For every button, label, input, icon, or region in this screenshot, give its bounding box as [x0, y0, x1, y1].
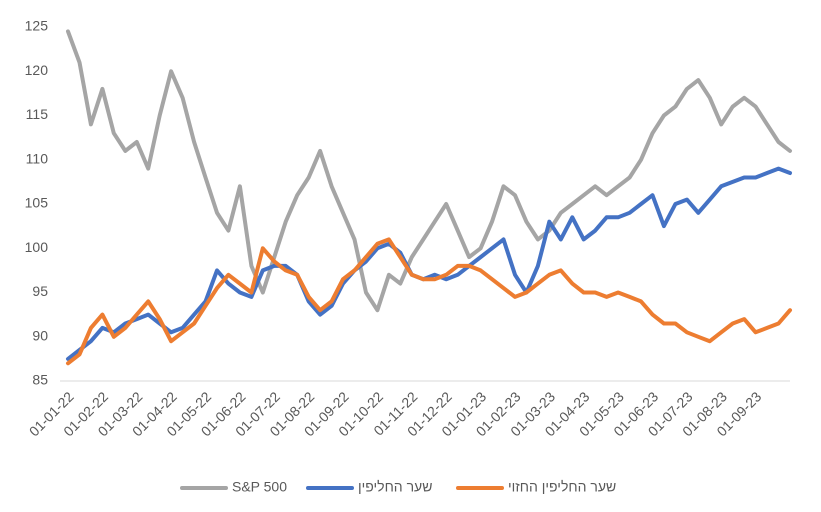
y-tick-label: 85 [32, 372, 48, 388]
y-tick-label: 90 [32, 327, 48, 343]
y-tick-label: 115 [26, 106, 49, 122]
legend-label: שער החליפין [358, 479, 432, 495]
y-tick-label: 120 [25, 62, 49, 78]
y-tick-label: 125 [25, 18, 49, 34]
legend-label: S&P 500 [232, 479, 287, 495]
legend-label: שער החליפין החזוי [508, 479, 616, 495]
y-tick-label: 110 [26, 150, 49, 166]
series-line [66, 29, 792, 313]
series-line [66, 166, 792, 361]
series-line [66, 237, 792, 366]
y-tick-label: 95 [32, 283, 48, 299]
y-tick-label: 105 [25, 195, 49, 211]
y-tick-label: 100 [25, 239, 49, 255]
